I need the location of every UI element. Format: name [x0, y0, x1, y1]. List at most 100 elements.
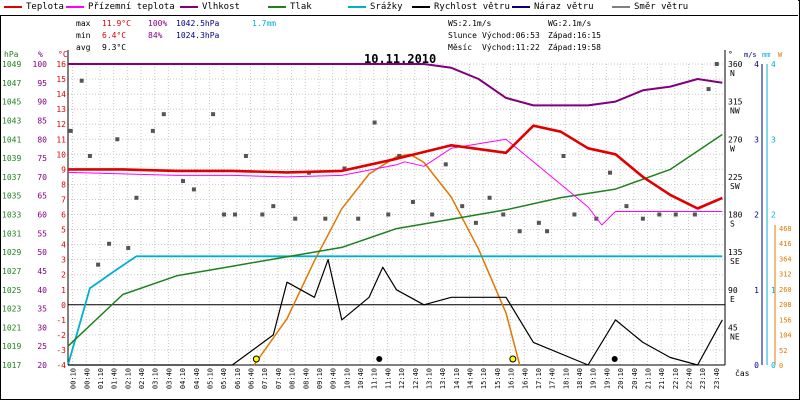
hpa-tick-label: 1031 [2, 229, 21, 238]
wind-direction-mark [356, 216, 361, 221]
stat-min-press: 1024.3hPa [176, 31, 220, 40]
pct-axis-title: % [38, 50, 43, 59]
legend-label: Směr větru [634, 2, 689, 12]
x-tick-label: 17:10 [535, 368, 543, 389]
deg-axis-title: ° [728, 50, 733, 59]
hpa-tick-label: 1027 [2, 267, 21, 276]
wind-direction-mark [501, 212, 506, 217]
x-tick-label: 12:40 [412, 368, 420, 389]
x-tick-label: 03:10 [152, 368, 160, 389]
x-tick-label: 08:40 [302, 368, 310, 389]
x-tick-label: 00:10 [70, 368, 78, 389]
degc-tick-label: 5 [61, 226, 66, 235]
wind-direction-mark [714, 62, 719, 66]
moonset-marker [611, 356, 618, 362]
wind-direction-mark [372, 120, 377, 125]
w-tick-label: 104 [779, 332, 792, 340]
legend-item-6: Náraz větru [512, 2, 594, 12]
wind-direction-mark [397, 153, 402, 158]
dir-tick-label-compass: S [730, 220, 735, 229]
x-tick-label: 08:10 [289, 368, 297, 389]
degc-axis-title: °C [58, 50, 68, 59]
hpa-tick-label: 1033 [2, 211, 21, 220]
stat-max-hum: 100% [148, 19, 168, 28]
wind-direction-mark [706, 87, 711, 92]
degc-tick-label: 9 [61, 165, 66, 174]
degc-tick-label: -2 [56, 331, 66, 340]
legend-item-3: Tlak [268, 2, 312, 12]
series-temperature-line [68, 124, 723, 210]
wind-direction-mark [473, 220, 478, 225]
mm-axis-title: mm [762, 51, 770, 59]
moon-label: Měsíc [448, 43, 473, 52]
hpa-tick-label: 1037 [2, 173, 21, 182]
stat-max-rain: 1.7mm [252, 19, 277, 28]
degc-tick-label: 16 [56, 60, 66, 69]
wind-direction-mark [222, 212, 227, 217]
degc-tick-label: -3 [56, 346, 66, 355]
x-tick-label: 11:10 [371, 368, 379, 389]
stat-avg-temp: 9.3°C [102, 43, 127, 52]
stat-label-max: max [76, 19, 91, 28]
dir-tick-label: 45 [728, 323, 738, 332]
w-tick-label: 260 [779, 286, 792, 294]
pct-tick-label: 45 [37, 267, 47, 276]
degc-tick-label: 2 [61, 271, 66, 280]
w-axis-title: W [778, 51, 783, 59]
pct-tick-label: 80 [37, 135, 47, 144]
hpa-tick-label: 1021 [2, 323, 21, 332]
wind-direction-mark [107, 241, 112, 246]
w-tick-label: 416 [779, 240, 792, 248]
legend-label: Náraz větru [534, 2, 594, 12]
wind-direction-mark [161, 112, 166, 117]
x-tick-label: 18:10 [562, 368, 570, 389]
degc-tick-label: 6 [61, 211, 66, 220]
stat-min-hum: 84% [148, 31, 163, 40]
dir-tick-label: 135 [728, 248, 743, 257]
stat-max-press: 1042.5hPa [176, 19, 220, 28]
hpa-tick-label: 1023 [2, 305, 21, 314]
legend-label: Srážky [370, 2, 403, 12]
x-tick-label: 19:10 [590, 368, 598, 389]
degc-tick-label: 11 [56, 135, 66, 144]
series-solar-line [253, 153, 521, 366]
wind-direction-mark [271, 204, 276, 209]
wind-direction-mark [260, 212, 265, 217]
x-tick-label: 13:40 [439, 368, 447, 389]
wind-direction-mark [243, 153, 248, 158]
degc-tick-label: -1 [56, 316, 66, 325]
degc-tick-label: 1 [61, 286, 66, 295]
degc-tick-label: 0 [61, 301, 66, 310]
wind-direction-mark [624, 204, 629, 209]
series-pressure-line [67, 133, 723, 347]
stat-label-min: min [76, 31, 91, 40]
x-tick-label: 18:40 [576, 368, 584, 389]
dir-tick-label: 315 [728, 98, 743, 107]
legend-swatch [612, 5, 630, 8]
legend-item-2: Vlhkost [180, 2, 240, 12]
x-tick-label: 01:10 [97, 368, 105, 389]
x-tick-label: 17:40 [549, 368, 557, 389]
time-axis-title: čas [735, 368, 750, 378]
x-tick-label: 05:40 [220, 368, 228, 389]
wind-direction-mark [657, 212, 662, 217]
wind-direction-mark [594, 216, 599, 221]
pct-tick-label: 50 [37, 248, 47, 257]
hpa-tick-label: 1049 [2, 60, 21, 69]
x-tick-label: 06:40 [248, 368, 256, 389]
wind-direction-mark [460, 204, 465, 209]
degc-tick-label: 7 [61, 195, 66, 204]
legend-swatch [4, 5, 22, 8]
chart-date-title: 10.11.2010 [364, 52, 437, 66]
wind-speed-readout: WS:2.1m/s [448, 19, 492, 28]
x-tick-label: 11:40 [384, 368, 392, 389]
wind-direction-mark [572, 212, 577, 217]
stat-min-temp: 6.4°C [102, 31, 127, 40]
x-tick-label: 15:10 [480, 368, 488, 389]
chart-legend: Teplota Přízemní teplota Vlhkost Tlak Srážky… [0, 0, 798, 16]
wind-direction-mark [323, 216, 328, 221]
wind-direction-mark [211, 112, 216, 117]
legend-swatch [412, 5, 430, 8]
